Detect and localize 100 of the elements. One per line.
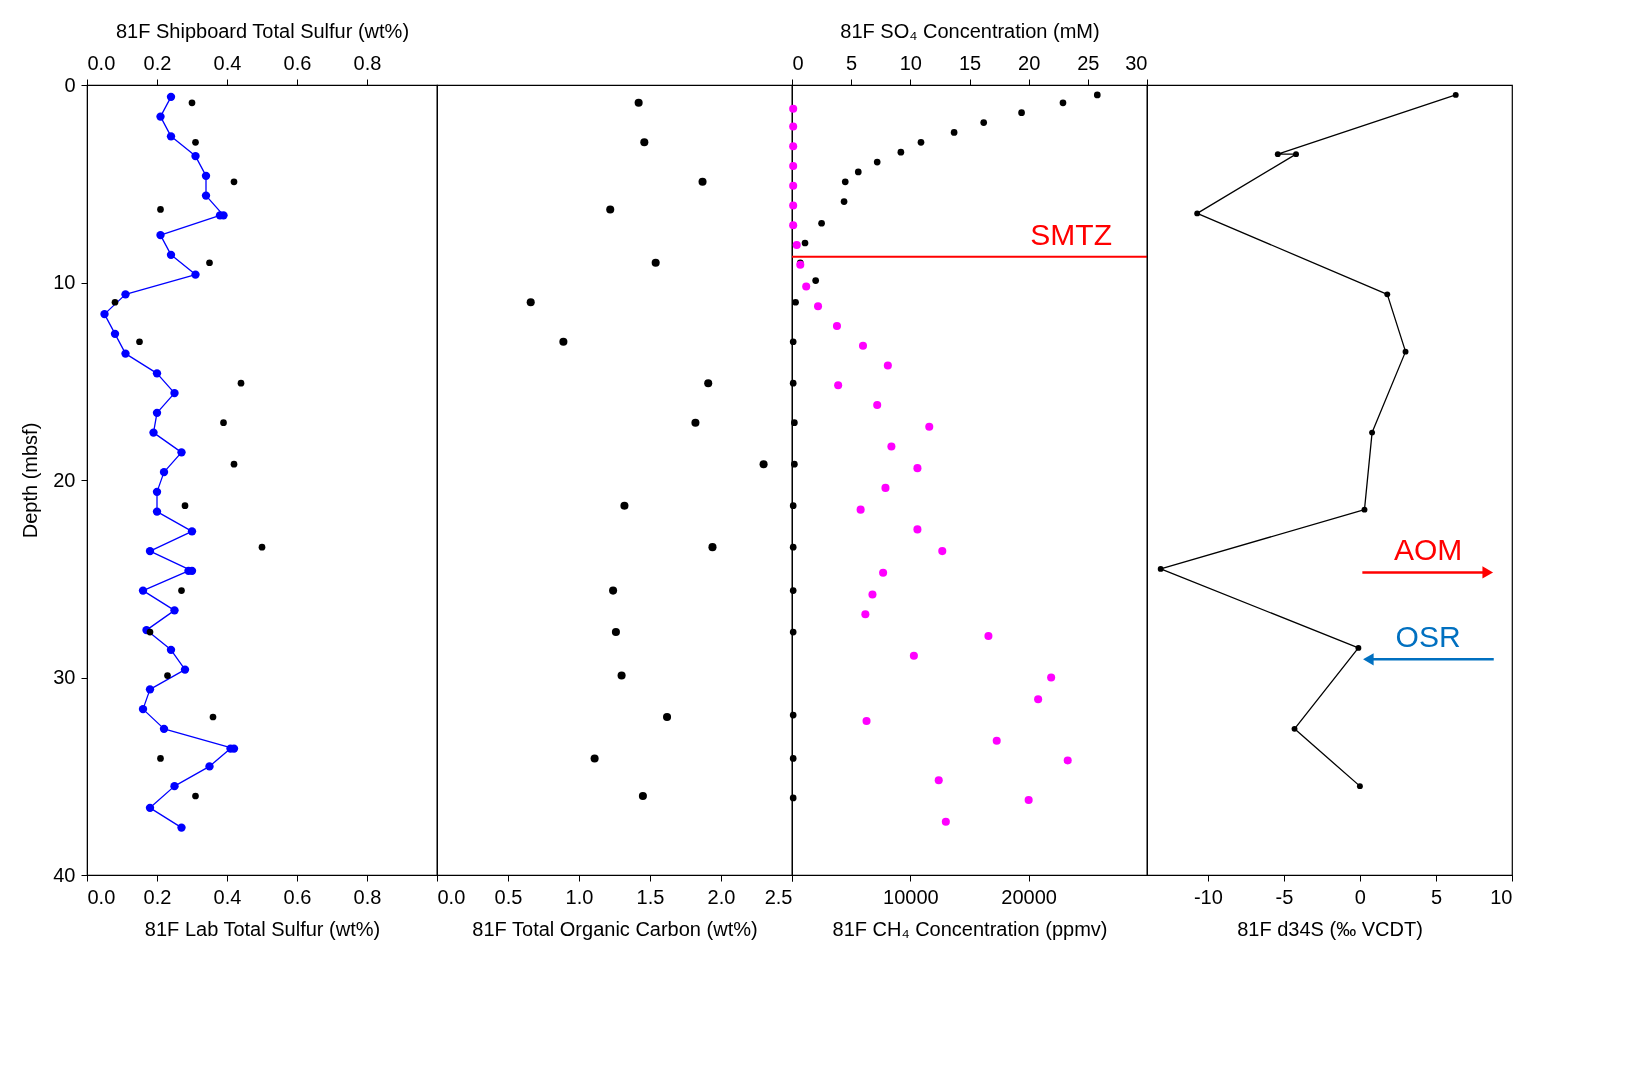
point bbox=[177, 448, 186, 457]
point bbox=[166, 250, 176, 260]
point bbox=[887, 442, 896, 451]
point bbox=[156, 112, 165, 121]
point bbox=[881, 483, 890, 492]
point bbox=[149, 428, 158, 437]
point bbox=[879, 568, 888, 577]
x-tick-label: 10000 bbox=[883, 885, 939, 908]
x2-tick-label: 0.0 bbox=[87, 51, 116, 74]
point bbox=[1402, 348, 1409, 355]
x2-tick-label: 0.6 bbox=[283, 51, 312, 74]
y-tick-label: 0 bbox=[64, 73, 76, 96]
point bbox=[856, 505, 865, 514]
point bbox=[789, 122, 798, 131]
point bbox=[170, 388, 179, 398]
point bbox=[166, 92, 176, 102]
x-tick-label: -10 bbox=[1193, 885, 1223, 908]
point bbox=[159, 724, 169, 734]
point bbox=[789, 181, 798, 190]
point bbox=[100, 309, 109, 319]
point bbox=[1034, 695, 1043, 704]
point bbox=[180, 665, 190, 674]
x-tick-label: 0.4 bbox=[213, 885, 242, 908]
point bbox=[191, 270, 200, 279]
point bbox=[1384, 291, 1391, 298]
ref-line-label: SMTZ bbox=[1030, 217, 1112, 251]
point bbox=[201, 171, 211, 181]
x2-tick-label: 30 bbox=[1125, 51, 1148, 74]
point bbox=[152, 507, 162, 516]
x-tick-label: 20000 bbox=[1001, 885, 1057, 908]
point bbox=[992, 736, 1001, 745]
point bbox=[934, 776, 943, 785]
x2-tick-label: 25 bbox=[1077, 51, 1100, 74]
x2-tick-label: 10 bbox=[899, 51, 922, 74]
point bbox=[152, 487, 162, 497]
point bbox=[1291, 725, 1298, 732]
point bbox=[1047, 673, 1056, 682]
point bbox=[802, 282, 811, 291]
x-tick-label: 5 bbox=[1430, 885, 1443, 908]
point bbox=[145, 546, 155, 556]
point bbox=[166, 132, 176, 141]
x-tick-label: 1.5 bbox=[636, 885, 665, 908]
point bbox=[925, 422, 934, 431]
x-axis-title: 81F Lab Total Sulfur (wt%) bbox=[144, 917, 381, 940]
point bbox=[789, 104, 798, 113]
x-axis-title: 81F Total Organic Carbon (wt%) bbox=[472, 917, 758, 940]
point bbox=[913, 464, 922, 473]
point bbox=[138, 586, 148, 595]
point bbox=[792, 240, 801, 249]
point bbox=[1369, 429, 1376, 436]
x-tick-label: 1.0 bbox=[565, 885, 594, 908]
x-tick-label: 2.0 bbox=[707, 885, 736, 908]
point bbox=[941, 817, 950, 826]
point bbox=[166, 645, 176, 655]
x2-tick-label: 0 bbox=[792, 51, 804, 74]
point bbox=[861, 610, 870, 619]
x2-tick-label: 15 bbox=[958, 51, 982, 74]
point bbox=[1355, 644, 1362, 651]
point bbox=[883, 361, 892, 370]
point bbox=[1356, 783, 1363, 790]
point bbox=[1157, 565, 1164, 572]
x2-tick-label: 0.4 bbox=[213, 51, 242, 74]
x-tick-label: 2.5 bbox=[764, 885, 793, 908]
x2-tick-label: 5 bbox=[846, 51, 858, 74]
point bbox=[834, 381, 843, 390]
point bbox=[152, 369, 162, 378]
point bbox=[170, 781, 179, 791]
point bbox=[984, 632, 993, 641]
x-tick-label: 0.2 bbox=[143, 885, 172, 908]
point bbox=[938, 547, 947, 556]
point bbox=[868, 590, 877, 599]
point bbox=[1274, 151, 1281, 158]
point bbox=[191, 151, 200, 161]
y-tick-label: 20 bbox=[53, 468, 76, 491]
y-tick-label: 30 bbox=[53, 666, 76, 688]
point bbox=[1024, 795, 1033, 804]
x-axis-title: 81F CH₄ Concentration (ppmv) bbox=[832, 917, 1108, 940]
x-tick-label: 10 bbox=[1490, 885, 1513, 908]
x-tick-label: 0.5 bbox=[494, 885, 523, 908]
x-tick-label: 0.0 bbox=[87, 885, 116, 908]
x2-tick-label: 20 bbox=[1018, 51, 1041, 74]
y-tick-label: 10 bbox=[53, 271, 76, 293]
x2-axis-title: 81F SO₄ Concentration (mM) bbox=[840, 19, 1100, 42]
point bbox=[177, 823, 186, 832]
x-tick-label: 0.8 bbox=[353, 885, 382, 908]
point bbox=[789, 221, 798, 230]
point bbox=[1063, 756, 1072, 765]
point bbox=[205, 762, 214, 771]
x-tick-label: 0.6 bbox=[283, 885, 312, 908]
point bbox=[145, 685, 155, 694]
point bbox=[138, 704, 148, 714]
x-axis-title: 81F d34S (‰ VCDT) bbox=[1237, 917, 1423, 940]
point bbox=[152, 408, 162, 418]
x2-tick-label: 0.2 bbox=[143, 51, 172, 74]
y-tick-label: 40 bbox=[53, 863, 76, 886]
point bbox=[159, 467, 169, 477]
point bbox=[110, 329, 120, 339]
x-tick-label: 0.0 bbox=[437, 885, 466, 908]
point bbox=[789, 142, 798, 151]
point bbox=[814, 302, 823, 311]
